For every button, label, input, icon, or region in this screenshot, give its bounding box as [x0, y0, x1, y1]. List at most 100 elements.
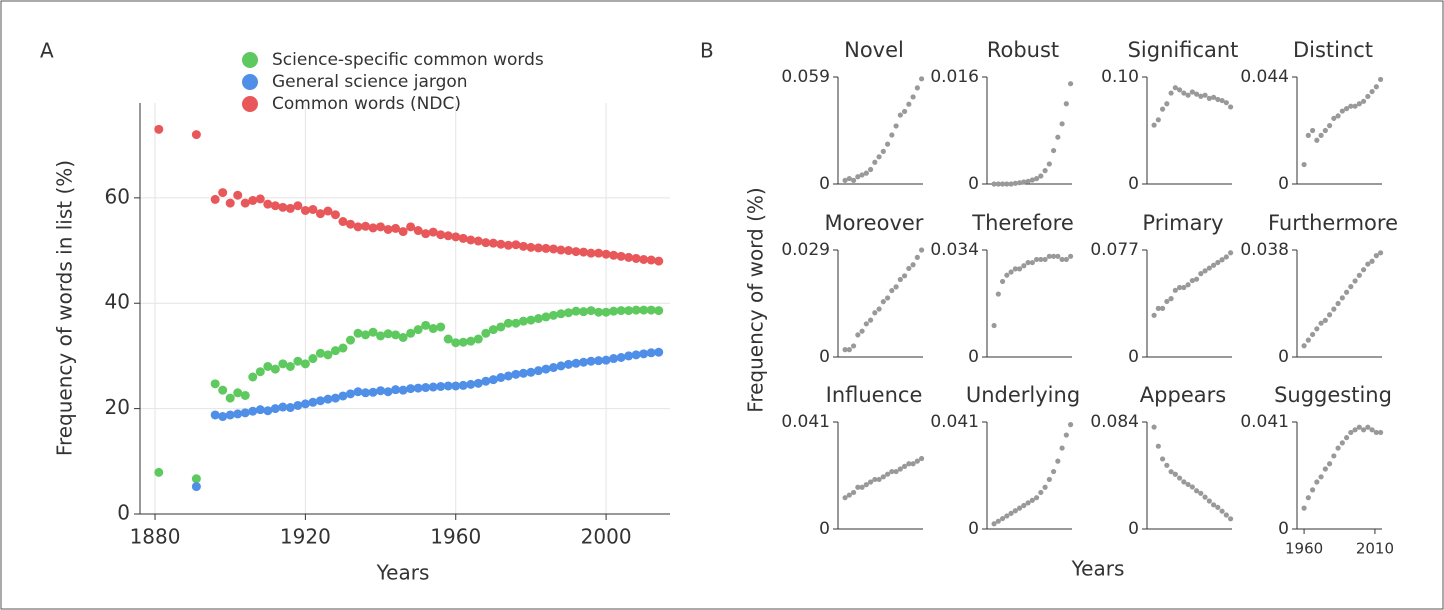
point	[1159, 106, 1166, 112]
point	[1008, 269, 1014, 275]
point	[1016, 180, 1023, 186]
point	[1067, 422, 1074, 428]
point	[872, 476, 878, 483]
point	[330, 210, 340, 220]
point	[338, 343, 348, 353]
point	[376, 386, 386, 396]
subplot-title: Primary	[1142, 211, 1223, 235]
legend-marker	[242, 52, 258, 68]
point	[1301, 161, 1307, 168]
point	[889, 132, 895, 138]
point	[1046, 253, 1052, 259]
y-tick-label: 0.041	[930, 412, 979, 432]
point	[1004, 181, 1010, 187]
point	[901, 463, 908, 469]
point	[285, 361, 295, 371]
point	[1223, 100, 1229, 106]
subplot-title: Moreover	[825, 211, 924, 235]
point	[846, 492, 852, 498]
point	[872, 159, 878, 165]
point	[263, 199, 273, 209]
point	[308, 354, 318, 364]
point	[914, 254, 920, 260]
point	[263, 406, 273, 416]
point	[240, 408, 250, 418]
point	[1050, 147, 1057, 154]
point	[496, 373, 506, 383]
point	[564, 246, 574, 256]
point	[601, 355, 611, 365]
legend-marker	[242, 74, 258, 90]
point	[458, 233, 468, 243]
point	[154, 467, 164, 477]
y-tick-label: 0	[1128, 347, 1139, 367]
point	[1004, 513, 1010, 519]
point	[338, 391, 348, 401]
point	[999, 181, 1006, 187]
y-tick-label: 0	[968, 519, 979, 539]
point	[594, 248, 604, 258]
point	[488, 375, 498, 385]
point	[1322, 317, 1328, 323]
point	[278, 359, 288, 369]
point	[1223, 512, 1229, 518]
point	[609, 354, 619, 364]
y-tick-label: 0.077	[1090, 240, 1139, 260]
point	[191, 130, 201, 140]
point	[1322, 127, 1328, 134]
point	[1318, 132, 1324, 138]
point	[1176, 475, 1183, 481]
point	[1377, 250, 1384, 256]
y-tick-label: 0.041	[781, 412, 830, 432]
point	[353, 222, 363, 232]
point	[368, 223, 378, 233]
point	[842, 495, 848, 501]
point	[368, 327, 378, 337]
point	[1227, 104, 1234, 110]
point	[1356, 101, 1362, 107]
point	[1206, 498, 1212, 504]
point	[248, 372, 258, 382]
point	[1042, 484, 1048, 490]
point	[1198, 271, 1204, 277]
point	[571, 358, 581, 368]
point	[293, 400, 303, 410]
point	[511, 240, 521, 250]
point	[1360, 267, 1367, 273]
point	[1025, 178, 1031, 184]
point	[255, 405, 265, 415]
point	[1210, 262, 1217, 268]
point	[918, 247, 925, 253]
point	[1202, 92, 1208, 98]
point	[884, 141, 891, 147]
point	[323, 350, 333, 360]
point	[1348, 284, 1354, 290]
point	[1326, 461, 1333, 467]
point	[846, 347, 852, 353]
point	[285, 403, 295, 413]
point	[308, 204, 318, 214]
point	[609, 250, 619, 260]
point	[458, 337, 468, 347]
point	[1365, 424, 1371, 430]
point	[855, 174, 861, 180]
point	[1365, 93, 1371, 100]
point	[1219, 97, 1225, 104]
point	[1159, 305, 1166, 311]
point	[876, 306, 882, 312]
point	[1164, 101, 1170, 107]
point	[850, 343, 857, 349]
point	[897, 466, 903, 472]
point	[901, 108, 908, 115]
point	[458, 380, 468, 390]
legend-marker	[242, 96, 258, 112]
point	[428, 382, 438, 392]
point	[1021, 263, 1027, 269]
point	[1339, 440, 1345, 446]
point	[1016, 505, 1023, 511]
point	[654, 256, 664, 266]
point	[1155, 117, 1161, 123]
subplot-title: Therefore	[971, 211, 1073, 235]
point	[488, 325, 498, 335]
point	[859, 172, 865, 178]
